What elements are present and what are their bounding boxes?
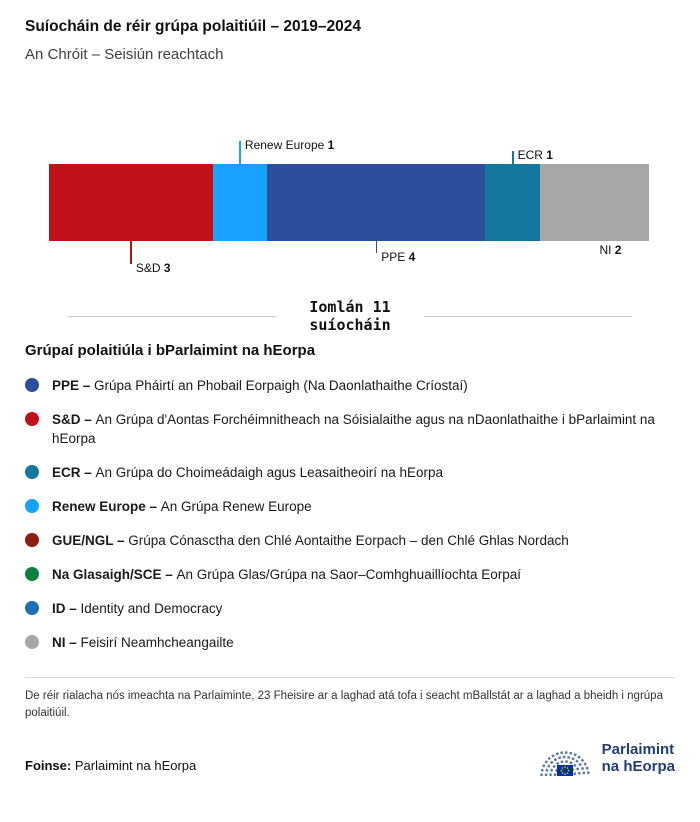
legend-dot-gue-ngl: [25, 533, 39, 547]
legend-dot-s-d: [25, 412, 39, 426]
bar-segment-s-d[interactable]: [49, 164, 213, 241]
legend-item-id: ID – Identity and Democracy: [25, 599, 655, 618]
legend-dot-id: [25, 601, 39, 615]
footnote: De réir rialacha nós imeachta na Parlaim…: [25, 690, 663, 720]
ep-hemicycle-icon: [539, 750, 590, 776]
ep-logo-text: Parlaimint na hEorpa: [602, 741, 675, 775]
legend-dot-renew-europe: [25, 499, 39, 513]
ep-logo: Parlaimint na hEorpa: [536, 737, 675, 779]
legend-list: PPE – Grúpa Pháirtí an Phobail Eorpaigh …: [25, 376, 675, 652]
bar-segment-renew-europe[interactable]: [212, 164, 268, 241]
divider: [25, 677, 675, 678]
source-value: Parlaimint na hEorpa: [74, 757, 197, 773]
page-subtitle: An Chróit – Seisiún reachtach: [25, 46, 224, 63]
ep-logo-line1: Parlaimint: [601, 740, 675, 758]
legend-item-s-d: S&D – An Grúpa d'Aontas Forchéimnitheach…: [25, 410, 655, 448]
callout-line-ecr: [512, 151, 514, 164]
legend-label-s-d: S&D – An Grúpa d'Aontas Forchéimnitheach…: [52, 412, 655, 446]
bar-segment-ecr[interactable]: [485, 164, 540, 241]
right-rule: [423, 315, 632, 317]
total-row: Iomlán 11 suíocháin: [68, 298, 632, 334]
legend-item-ppe: PPE – Grúpa Pháirtí an Phobail Eorpaigh …: [25, 376, 655, 395]
legend-label-ecr: ECR – An Grúpa do Choimeádaigh agus Leas…: [52, 465, 444, 480]
legend-item-na-glasaigh-sce: Na Glasaigh/SCE – An Grúpa Glas/Grúpa na…: [25, 565, 655, 584]
legend-dot-ppe: [25, 378, 39, 392]
legend-label-id: ID – Identity and Democracy: [52, 601, 223, 616]
legend-item-ni: NI – Feisirí Neamhcheangailte: [25, 633, 655, 652]
seat-distribution-chart: S&D 3 Renew Europe 1 PPE 4 ECR 1 NI 2: [25, 131, 675, 296]
source: Foinse: Parlaimint na hEorpa: [25, 758, 196, 779]
infographic: Suíocháin de réir grúpa polaitiúil – 201…: [0, 18, 700, 779]
callout-line-renew-europe: [239, 141, 241, 164]
legend-label-renew-europe: Renew Europe – An Grúpa Renew Europe: [52, 499, 312, 514]
callout-label-ppe: PPE 4: [381, 250, 416, 264]
source-label: Foinse:: [25, 757, 72, 773]
legend-heading: Grúpaí polaitiúla i bParlaimint na hEorp…: [25, 342, 316, 359]
callout-label-s-d: S&D 3: [135, 261, 171, 275]
bar-segment-ni[interactable]: [539, 164, 649, 241]
legend-item-renew-europe: Renew Europe – An Grúpa Renew Europe: [25, 497, 655, 516]
left-rule: [68, 315, 277, 317]
legend-label-gue-ngl: GUE/NGL – Grúpa Cónasctha den Chlé Aonta…: [52, 533, 569, 548]
legend-dot-ecr: [25, 465, 39, 479]
total-seats-line1: Iomlán 11: [309, 298, 391, 316]
legend-label-ppe: PPE – Grúpa Pháirtí an Phobail Eorpaigh …: [52, 378, 468, 393]
legend-dot-ni: [25, 635, 39, 649]
bar-segment-ppe[interactable]: [267, 164, 486, 241]
legend-label-ni: NI – Feisirí Neamhcheangailte: [52, 635, 234, 650]
callout-label-ni: NI 2: [599, 243, 622, 257]
callout-label-renew-europe: Renew Europe 1: [244, 138, 335, 152]
footer: Foinse: Parlaimint na hEorpa: [25, 737, 675, 779]
legend-label-na-glasaigh-sce: Na Glasaigh/SCE – An Grúpa Glas/Grúpa na…: [52, 567, 521, 582]
total-seats-line2: suíocháin: [309, 316, 391, 334]
page-title: Suíocháin de réir grúpa polaitiúil – 201…: [25, 18, 361, 35]
callout-line-ppe: [375, 241, 378, 253]
legend-item-gue-ngl: GUE/NGL – Grúpa Cónasctha den Chlé Aonta…: [25, 531, 655, 550]
callout-label-ecr: ECR 1: [517, 148, 553, 162]
ep-logo-line2: na hEorpa: [601, 757, 675, 775]
callout-line-s-d: [130, 241, 132, 264]
total-seats-label: Iomlán 11 suíocháin: [309, 298, 390, 334]
stacked-bar: [49, 164, 649, 241]
legend-item-ecr: ECR – An Grúpa do Choimeádaigh agus Leas…: [25, 463, 655, 482]
legend-dot-na-glasaigh-sce: [25, 567, 39, 581]
eu-flag-icon: [556, 764, 573, 776]
